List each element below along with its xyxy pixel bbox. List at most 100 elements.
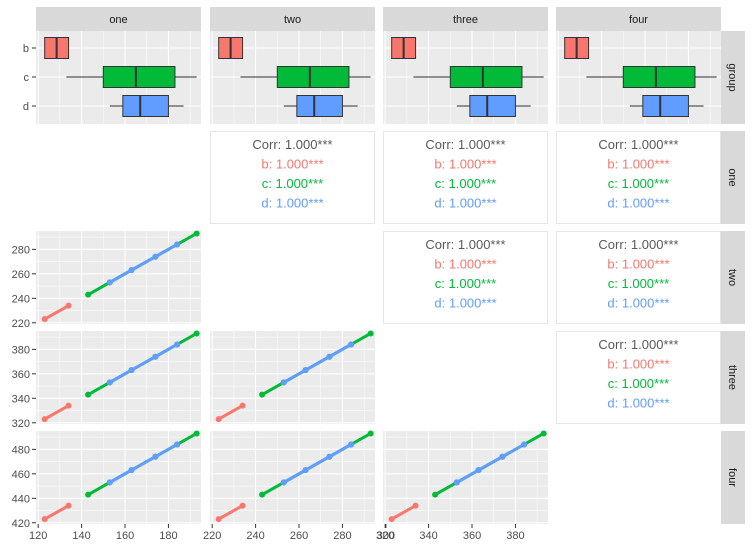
boxplot-box-c (449, 66, 523, 88)
y-tick-label: 280 (12, 244, 30, 256)
y-tick-label: 480 (12, 444, 30, 456)
x-tick-label: 280 (333, 530, 351, 542)
boxplot-box-c (276, 66, 350, 88)
fit-line-d (109, 343, 178, 384)
correlation-group-b: b: 1.000*** (607, 257, 669, 272)
scatter-point-b (41, 416, 48, 423)
correlation-group-c: c: 1.000*** (262, 176, 323, 191)
scatter-point-d (475, 467, 482, 474)
scatter-point-b (239, 402, 246, 409)
correlation-panel (210, 131, 375, 224)
column-strip (36, 7, 201, 31)
scatter-point-b (239, 502, 246, 509)
boxplot-box-d (122, 95, 169, 117)
scatter-point-d (128, 367, 135, 374)
y-tick-label: 320 (12, 418, 30, 430)
x-tick-label: 360 (463, 530, 481, 542)
row-strip-label: three (726, 365, 738, 390)
scatter-point-d (106, 279, 113, 286)
correlation-panel (383, 131, 548, 224)
y-tick-label: 360 (12, 369, 30, 381)
scatter-point-d (521, 441, 528, 448)
correlation-group-d: d: 1.000*** (261, 196, 323, 211)
y-tick-label: 340 (12, 393, 30, 405)
scatter-point-d (152, 453, 159, 460)
scatter-point-c (432, 491, 439, 498)
scatter-point-d (348, 341, 355, 348)
x-tick-label: 180 (159, 530, 177, 542)
correlation-overall: Corr: 1.000*** (252, 137, 332, 152)
scatter-point-b (215, 516, 222, 523)
row-strip-label: four (726, 468, 738, 487)
scatter-point-b (65, 302, 72, 309)
scatter-point-c (540, 430, 547, 437)
y-tick-label: 260 (12, 269, 30, 281)
correlation-group-b: b: 1.000*** (607, 157, 669, 172)
scatter-point-d (302, 467, 309, 474)
scatter-point-d (174, 441, 181, 448)
x-tick-label: 120 (29, 530, 47, 542)
fit-line-d (109, 443, 178, 484)
column-strip-label: one (109, 14, 127, 26)
scatter-point-d (280, 379, 287, 386)
fit-line-d (283, 343, 352, 384)
correlation-panel (556, 331, 721, 424)
x-tick-label: 340 (419, 530, 437, 542)
scatter-point-c (259, 391, 266, 398)
correlation-overall: Corr: 1.000*** (598, 237, 678, 252)
fit-line-d (283, 443, 352, 484)
scatter-point-b (65, 402, 72, 409)
correlation-group-d: d: 1.000*** (434, 296, 496, 311)
scatter-point-c (85, 491, 92, 498)
scatter-point-b (41, 316, 48, 323)
correlation-overall: Corr: 1.000*** (598, 337, 678, 352)
correlation-panel (556, 231, 721, 324)
boxplot-box-d (296, 95, 343, 117)
correlation-group-b: b: 1.000*** (261, 157, 323, 172)
correlation-overall: Corr: 1.000*** (425, 237, 505, 252)
row-strip-label: one (726, 168, 738, 186)
scatter-point-c (85, 291, 92, 298)
scatter-point-c (193, 230, 200, 237)
correlation-group-b: b: 1.000*** (607, 357, 669, 372)
row-strip (721, 131, 745, 224)
correlation-group-b: b: 1.000*** (434, 157, 496, 172)
boxplot-box-c (102, 66, 176, 88)
column-strip (556, 7, 721, 31)
y-tick-label: b (23, 43, 29, 55)
correlation-overall: Corr: 1.000*** (425, 137, 505, 152)
scatter-point-c (367, 430, 374, 437)
y-tick-label: 440 (12, 493, 30, 505)
scatter-point-d (174, 241, 181, 248)
fit-line-d (456, 443, 525, 484)
scatter-point-d (128, 467, 135, 474)
fit-line-d (109, 243, 178, 284)
boxplot-box-d (642, 95, 689, 117)
correlation-group-c: c: 1.000*** (608, 176, 669, 191)
correlation-group-d: d: 1.000*** (607, 196, 669, 211)
x-tick-label: 380 (506, 530, 524, 542)
row-strip (721, 31, 745, 124)
fit-line-b (217, 504, 244, 521)
scatter-point-d (326, 453, 333, 460)
correlation-panel (556, 131, 721, 224)
fit-line-b (217, 404, 244, 421)
correlation-group-c: c: 1.000*** (608, 276, 669, 291)
x-tick-label: 160 (116, 530, 134, 542)
scatter-point-c (367, 330, 374, 337)
fit-line-b (390, 504, 417, 521)
scatter-point-d (302, 367, 309, 374)
column-strip-label: two (284, 14, 301, 26)
boxplot-box-d (469, 95, 516, 117)
y-tick-label: 220 (12, 318, 30, 330)
correlation-group-c: c: 1.000*** (435, 176, 496, 191)
scatter-point-b (388, 516, 395, 523)
x-tick-label: 140 (72, 530, 90, 542)
y-tick-label: 460 (12, 469, 30, 481)
scatter-point-d (453, 479, 460, 486)
row-strip (721, 431, 745, 524)
scatter-point-b (65, 502, 72, 509)
fit-line-b (43, 504, 70, 521)
scatter-point-d (280, 479, 287, 486)
